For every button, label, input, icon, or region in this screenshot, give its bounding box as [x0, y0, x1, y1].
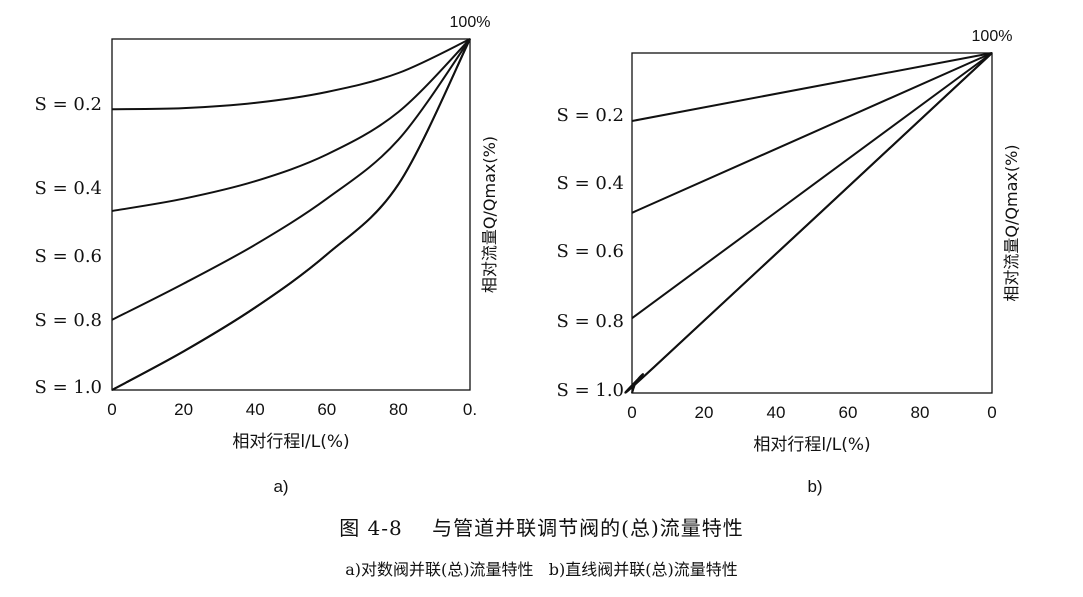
series-label: S = 1.0 [35, 377, 102, 398]
series-line [111, 38, 471, 391]
x-tick-label: 0 [627, 403, 636, 422]
series-line [111, 38, 471, 321]
series-line [631, 52, 993, 320]
x-axis-label: 相对行程l/L(%) [232, 432, 349, 452]
series-line [111, 38, 471, 391]
corner-label: 100% [972, 28, 1013, 45]
panel-b: 0 20 40 60 80 0 相对行程l/L(%) 100% 相对流量Q/Qmax(%) S =… [557, 28, 1021, 496]
series-line [111, 38, 471, 111]
panel-subcaption: b) [807, 477, 822, 496]
series-label: S = 0.8 [557, 311, 624, 332]
plot-frame [111, 38, 471, 391]
series-label: S = 0.4 [35, 178, 102, 199]
x-axis-label: 相对行程l/L(%) [753, 435, 870, 455]
x-tick-label: 60 [839, 403, 858, 422]
panel-subcaption: a) [273, 477, 288, 496]
x-tick-label: 60 [317, 400, 336, 419]
series-label: S = 0.6 [557, 241, 624, 262]
figure-caption: 图 4-8 与管道并联调节阀的(总)流量特性 [339, 516, 744, 540]
panel-a: 0 20 40 60 80 0. 相对行程l/L(%) 100% 相对流量Q/Qmax(%) S … [35, 14, 499, 496]
x-tick-label: 20 [174, 400, 193, 419]
x-tick-label: 0 [107, 400, 116, 419]
x-tick-label: 0 [987, 403, 996, 422]
x-tick-label: 80 [911, 403, 930, 422]
x-tick-label: 0. [463, 400, 477, 419]
x-tick-label: 20 [695, 403, 714, 422]
x-tick-label: 80 [389, 400, 408, 419]
series-label: S = 0.8 [35, 310, 102, 331]
series-line [631, 52, 993, 214]
series-label: S = 0.4 [557, 173, 624, 194]
plot-frame [631, 52, 993, 394]
figure-subcaption: a)对数阀并联(总)流量特性 b)直线阀并联(总)流量特性 [345, 560, 738, 579]
series-label: S = 0.2 [35, 94, 102, 115]
series-line [111, 38, 471, 212]
series-label: S = 1.0 [557, 380, 624, 401]
series-label: S = 0.2 [557, 105, 624, 126]
series-line [631, 52, 993, 122]
y-axis-label: 相对流量Q/Qmax(%) [1002, 144, 1021, 301]
series-line [624, 52, 993, 394]
x-tick-label: 40 [767, 403, 786, 422]
series-label: S = 0.6 [35, 246, 102, 267]
x-tick-label: 40 [246, 400, 265, 419]
y-axis-label: 相对流量Q/Qmax(%) [480, 136, 499, 293]
corner-label: 100% [450, 14, 491, 31]
